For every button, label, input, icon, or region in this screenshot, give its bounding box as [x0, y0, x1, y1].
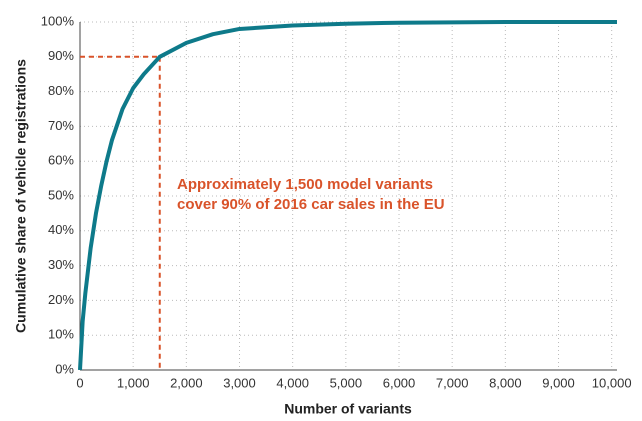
y-tick-label: 70%: [48, 118, 74, 133]
annotation: cover 90% of 2016 car sales in the EU: [177, 196, 445, 213]
x-tick-label: 3,000: [223, 375, 256, 390]
x-axis-label: Number of variants: [284, 401, 412, 417]
y-tick-label: 90%: [48, 48, 74, 63]
y-tick-label: 50%: [48, 187, 74, 202]
x-tick-label: 10,000: [592, 375, 632, 390]
annotation: Approximately 1,500 model variants: [177, 176, 433, 193]
y-tick-label: 60%: [48, 153, 74, 168]
y-tick-label: 0%: [55, 361, 74, 376]
y-tick-label: 40%: [48, 222, 74, 237]
y-tick-label: 10%: [48, 327, 74, 342]
x-tick-label: 7,000: [436, 375, 469, 390]
y-tick-label: 100%: [41, 13, 75, 28]
y-tick-label: 80%: [48, 83, 74, 98]
x-tick-label: 4,000: [276, 375, 309, 390]
x-tick-label: 2,000: [170, 375, 203, 390]
y-tick-label: 30%: [48, 257, 74, 272]
y-tick-label: 20%: [48, 292, 74, 307]
x-tick-label: 8,000: [489, 375, 522, 390]
x-tick-label: 1,000: [117, 375, 150, 390]
x-tick-label: 5,000: [330, 375, 363, 390]
y-axis-label: Cumulative share of vehicle registration…: [13, 59, 29, 333]
line-series: [78, 20, 617, 371]
x-tick-label: 0: [76, 375, 83, 390]
x-tick-label: 9,000: [542, 375, 575, 390]
x-tick-label: 6,000: [383, 375, 416, 390]
